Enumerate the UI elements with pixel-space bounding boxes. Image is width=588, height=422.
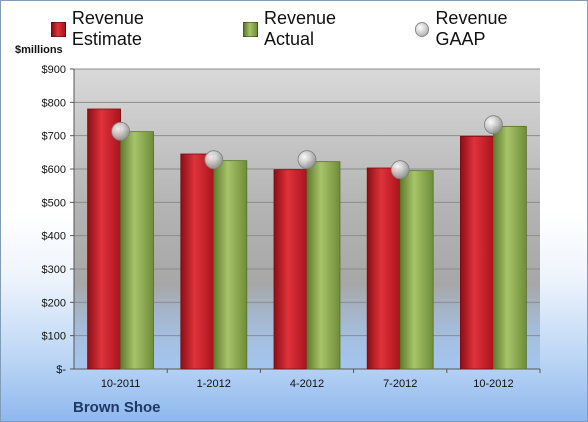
bar-revenue-estimate <box>87 108 121 370</box>
y-tick-label: $700 <box>42 131 66 143</box>
y-tick-label: $600 <box>42 164 66 176</box>
x-tick-label: 10-2012 <box>473 378 513 390</box>
y-tick-label: $900 <box>42 64 66 76</box>
legend-label-revenue-gaap: Revenue GAAP <box>435 8 508 49</box>
y-tick-label: $500 <box>42 197 66 209</box>
y-tick-label: $400 <box>42 231 66 243</box>
legend-item-revenue-gaap: Revenue GAAP <box>414 8 561 50</box>
bar-revenue-actual <box>120 131 154 370</box>
legend-label-revenue-actual: Revenue Actual <box>264 8 337 49</box>
y-tick-label: $- <box>56 364 66 376</box>
marker-revenue-gaap <box>204 150 224 170</box>
legend-item-revenue-estimate: Revenue Estimate <box>51 8 217 50</box>
bar-revenue-estimate <box>273 169 308 370</box>
legend-label-revenue-estimate: Revenue Estimate <box>71 8 144 49</box>
marker-revenue-gaap <box>483 115 503 135</box>
company-name: Brown Shoe <box>73 399 161 416</box>
bar-revenue-actual <box>399 170 434 370</box>
bar-revenue-actual <box>213 160 248 370</box>
bar-revenue-estimate <box>459 135 494 370</box>
bar-revenue-estimate <box>180 153 215 370</box>
marker-revenue-gaap <box>390 160 410 180</box>
marker-revenue-gaap <box>297 150 317 170</box>
bar-revenue-estimate <box>366 167 401 370</box>
legend-swatch-revenue-gaap <box>414 21 430 37</box>
bar-revenue-actual <box>306 161 341 370</box>
y-tick-label: $800 <box>42 97 66 109</box>
x-tick-label: 4-2012 <box>290 378 324 390</box>
bars <box>87 108 527 370</box>
x-tick-label: 10-2011 <box>101 378 141 390</box>
y-tick-label: $100 <box>42 331 66 343</box>
y-tick-label: $300 <box>42 264 66 276</box>
x-tick-label: 7-2012 <box>383 378 417 390</box>
legend-swatch-revenue-estimate <box>51 21 66 37</box>
y-axis-units-label: $millions <box>15 44 63 56</box>
legend-item-revenue-actual: Revenue Actual <box>243 8 388 50</box>
x-tick-label: 1-2012 <box>197 378 231 390</box>
bar-revenue-actual <box>492 125 527 370</box>
y-tick-label: $200 <box>42 297 66 309</box>
legend-swatch-revenue-actual <box>243 21 259 37</box>
marker-revenue-gaap <box>111 121 130 141</box>
gaap-markers <box>111 115 503 180</box>
chart-legend: Revenue Estimate Revenue Actual Revenue … <box>51 8 587 49</box>
